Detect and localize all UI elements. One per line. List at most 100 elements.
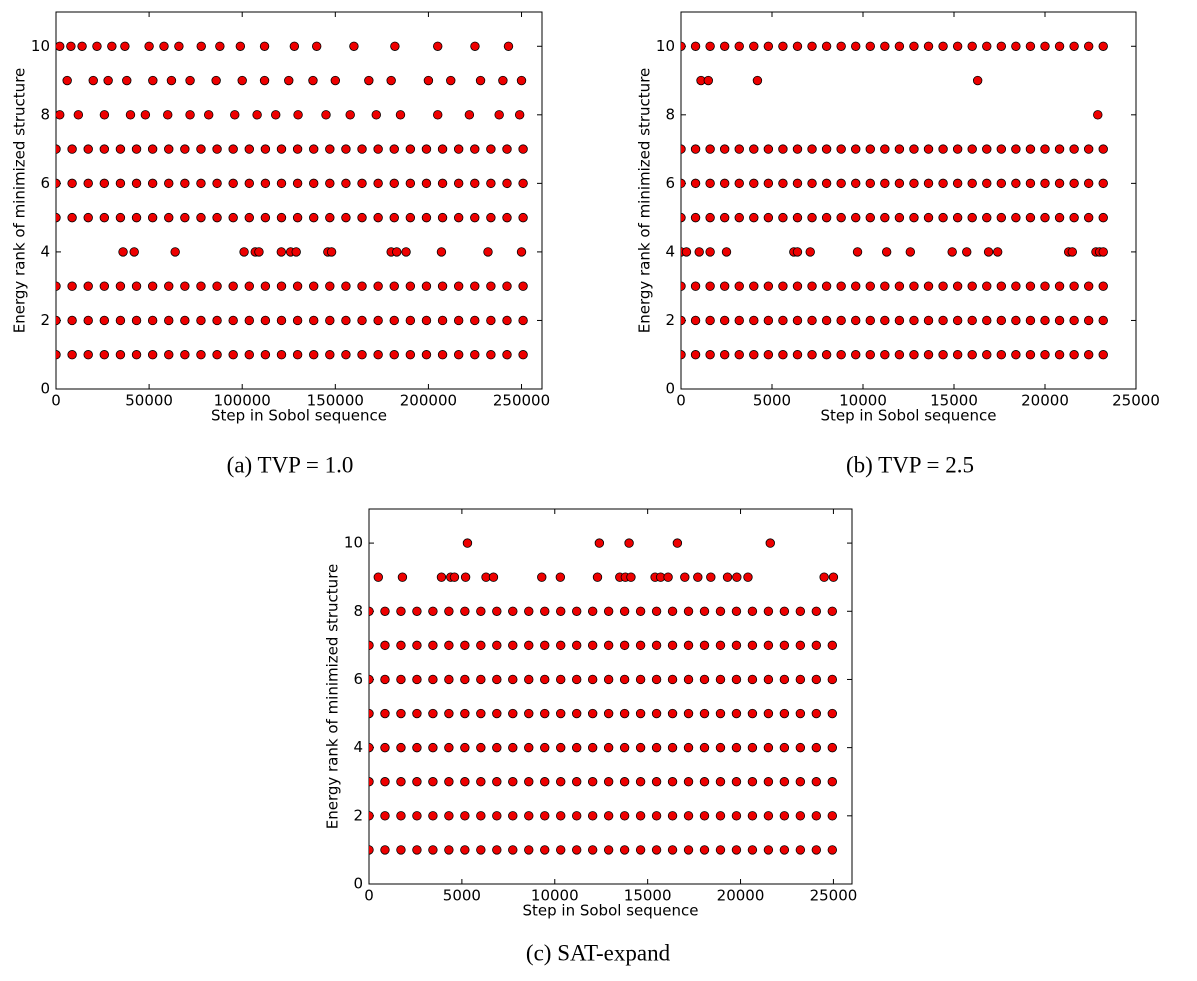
point	[811, 606, 822, 616]
point	[792, 144, 803, 154]
point	[73, 110, 84, 120]
point	[1025, 315, 1036, 326]
point	[765, 538, 775, 548]
plot-area	[55, 11, 543, 390]
point	[938, 281, 948, 291]
y-tick-label: 8	[353, 602, 363, 620]
point	[635, 708, 646, 719]
point	[690, 350, 701, 360]
point	[821, 144, 832, 154]
point	[651, 777, 662, 787]
y-tick-label: 6	[665, 174, 675, 192]
point	[731, 606, 742, 616]
point	[1069, 315, 1079, 326]
point	[1098, 178, 1108, 189]
point	[486, 281, 496, 291]
point	[635, 811, 646, 821]
point	[880, 350, 890, 360]
y-axis-label: Energy rank of minimized structure	[11, 68, 29, 334]
point	[228, 315, 238, 326]
point	[690, 41, 701, 51]
point	[325, 350, 335, 360]
point	[749, 350, 759, 360]
point	[518, 315, 528, 326]
point	[699, 742, 710, 753]
point	[309, 315, 319, 326]
point	[444, 606, 454, 616]
point	[180, 350, 190, 360]
point	[502, 178, 512, 189]
point	[524, 811, 534, 821]
point	[99, 212, 110, 223]
point	[967, 212, 977, 223]
point	[486, 212, 496, 223]
point	[880, 212, 890, 223]
point	[196, 41, 206, 51]
point	[237, 75, 247, 86]
point	[476, 742, 486, 753]
point	[683, 742, 694, 753]
point	[690, 144, 701, 154]
point	[99, 281, 110, 291]
point	[99, 350, 110, 360]
point	[380, 606, 390, 616]
point	[938, 144, 948, 154]
point	[852, 247, 863, 257]
point	[524, 674, 534, 685]
point	[476, 708, 486, 719]
point	[164, 350, 174, 360]
point	[1025, 350, 1036, 360]
point	[540, 811, 550, 821]
point	[144, 41, 154, 51]
point	[369, 845, 374, 855]
point	[880, 144, 890, 154]
point	[83, 281, 93, 291]
x-tick-label: 150000	[307, 392, 364, 410]
point	[540, 674, 550, 685]
point	[667, 674, 678, 685]
point	[412, 606, 422, 616]
point	[428, 742, 438, 753]
point	[635, 606, 646, 616]
x-tick-label: 100000	[214, 392, 271, 410]
point	[405, 315, 416, 326]
point	[1054, 315, 1065, 326]
point	[292, 281, 303, 291]
point	[619, 674, 630, 685]
point	[651, 606, 662, 616]
point	[428, 674, 438, 685]
point	[508, 811, 518, 821]
point	[508, 708, 518, 719]
point	[148, 75, 158, 86]
point	[962, 247, 972, 257]
point	[524, 708, 534, 719]
point	[369, 777, 374, 787]
point	[284, 75, 294, 86]
point	[967, 350, 977, 360]
point	[185, 110, 195, 120]
point	[865, 178, 875, 189]
point	[196, 350, 206, 360]
point	[174, 41, 184, 51]
point	[635, 640, 646, 651]
point	[909, 144, 919, 154]
point	[508, 674, 518, 685]
point	[705, 350, 715, 360]
point	[373, 572, 383, 582]
point	[952, 41, 963, 51]
point	[996, 212, 1007, 223]
point	[421, 178, 432, 189]
point	[1098, 281, 1108, 291]
point	[228, 178, 238, 189]
x-axis-label: Step in Sobol sequence	[523, 902, 699, 920]
point	[909, 41, 919, 51]
point	[894, 41, 905, 51]
point	[462, 538, 473, 548]
point	[164, 315, 174, 326]
point	[683, 845, 694, 855]
point	[982, 281, 992, 291]
point	[276, 281, 287, 291]
point	[203, 110, 214, 120]
point	[444, 674, 454, 685]
point	[524, 606, 534, 616]
